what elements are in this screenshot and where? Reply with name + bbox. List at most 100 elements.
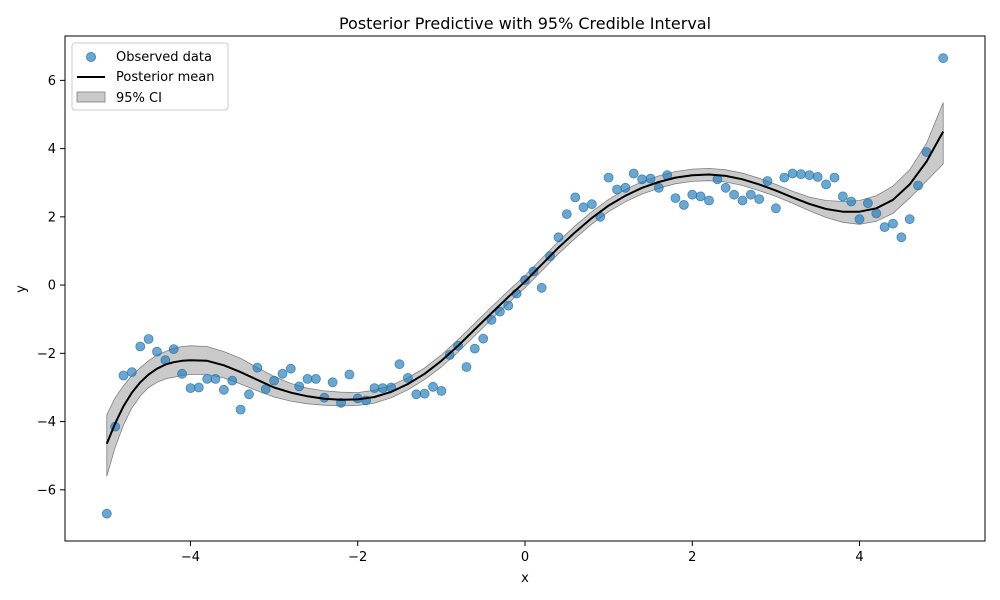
observed-point	[402, 372, 413, 383]
observed-point	[628, 168, 639, 179]
observed-point	[679, 199, 689, 210]
x-tick-label: 2	[688, 550, 696, 565]
x-tick-label: 0	[521, 550, 529, 565]
observed-point	[863, 198, 873, 209]
observed-point	[729, 189, 739, 200]
observed-point	[394, 359, 405, 370]
x-axis: −4 −2 0 2 4	[181, 541, 864, 565]
y-tick-label: 4	[48, 142, 56, 157]
x-tick-label: −2	[348, 550, 367, 565]
y-axis-label: y	[14, 285, 29, 293]
y-tick-label: 6	[48, 74, 56, 89]
y-tick-label: 0	[48, 279, 56, 294]
observed-point	[419, 388, 430, 399]
observed-point	[754, 194, 765, 205]
x-tick-label: 4	[855, 550, 863, 565]
observed-point	[720, 182, 731, 193]
observed-point	[913, 180, 923, 191]
legend-marker-observed	[86, 52, 96, 62]
observed-point	[428, 381, 438, 392]
observed-point	[904, 214, 915, 225]
ci-band-layer	[106, 102, 944, 477]
observed-point	[294, 381, 305, 392]
observed-points-layer	[101, 53, 949, 519]
observed-point	[670, 193, 681, 204]
legend-label-ci: 95% CI	[116, 91, 162, 106]
observed-point	[202, 373, 213, 384]
observed-point	[269, 375, 280, 386]
observed-point	[812, 171, 823, 182]
y-tick-label: −2	[37, 347, 56, 362]
legend-patch-ci	[76, 91, 106, 103]
observed-point	[218, 384, 229, 395]
observed-point	[737, 195, 748, 206]
observed-point	[285, 363, 296, 374]
observed-point	[821, 179, 831, 190]
observed-point	[645, 173, 656, 184]
observed-point	[411, 389, 422, 400]
observed-point	[796, 169, 806, 180]
observed-point	[210, 373, 221, 384]
observed-point	[503, 300, 514, 311]
observed-point	[771, 203, 781, 214]
observed-point	[344, 369, 355, 380]
observed-point	[896, 232, 907, 243]
observed-point	[695, 191, 706, 202]
observed-point	[888, 218, 898, 229]
observed-point	[787, 168, 798, 179]
observed-point	[846, 196, 857, 207]
chart-title: Posterior Predictive with 95% Credible I…	[339, 14, 711, 33]
x-axis-label: x	[521, 571, 529, 586]
observed-point	[444, 350, 455, 360]
observed-point	[854, 214, 865, 225]
observed-point	[587, 199, 597, 210]
observed-point	[126, 367, 137, 378]
y-tick-label: −4	[37, 415, 56, 430]
observed-point	[871, 208, 882, 219]
observed-point	[252, 362, 263, 373]
observed-point	[837, 191, 848, 202]
observed-point	[603, 172, 614, 183]
observed-point	[829, 172, 840, 183]
observed-point	[185, 383, 196, 394]
observed-point	[653, 182, 664, 193]
observed-point	[277, 368, 288, 379]
observed-point	[578, 202, 589, 213]
y-axis: −6 −4 −2 0 2 4 6	[37, 74, 65, 498]
observed-point	[561, 209, 572, 220]
observed-point	[478, 333, 489, 344]
observed-point	[143, 334, 154, 344]
observed-point	[687, 189, 698, 200]
legend-label-observed: Observed data	[116, 50, 212, 65]
legend-box	[71, 42, 229, 111]
legend-label-mean: Posterior mean	[116, 70, 214, 85]
observed-point	[528, 266, 539, 277]
observed-point	[469, 343, 480, 354]
legend: Observed data Posterior mean 95% CI	[71, 42, 229, 111]
observed-point	[327, 377, 338, 388]
observed-point	[227, 375, 238, 386]
posterior-mean-line	[105, 131, 945, 445]
observed-point	[494, 306, 505, 317]
observed-point	[520, 275, 530, 285]
observed-point	[152, 346, 162, 357]
observed-point	[620, 182, 631, 193]
observed-point	[779, 172, 790, 183]
observed-point	[436, 385, 447, 396]
observed-point	[168, 344, 179, 355]
observed-point	[570, 192, 581, 203]
observed-point	[369, 383, 380, 394]
observed-point	[302, 373, 313, 384]
observed-point	[745, 189, 756, 200]
observed-point	[486, 314, 497, 325]
observed-point	[804, 170, 815, 181]
observed-point	[637, 174, 647, 185]
observed-point	[461, 362, 472, 372]
observed-point	[244, 389, 254, 400]
observed-point	[536, 282, 547, 293]
observed-point	[377, 383, 388, 394]
x-tick-label: −4	[181, 550, 200, 565]
observed-point	[704, 195, 714, 206]
y-tick-label: −6	[37, 483, 56, 498]
